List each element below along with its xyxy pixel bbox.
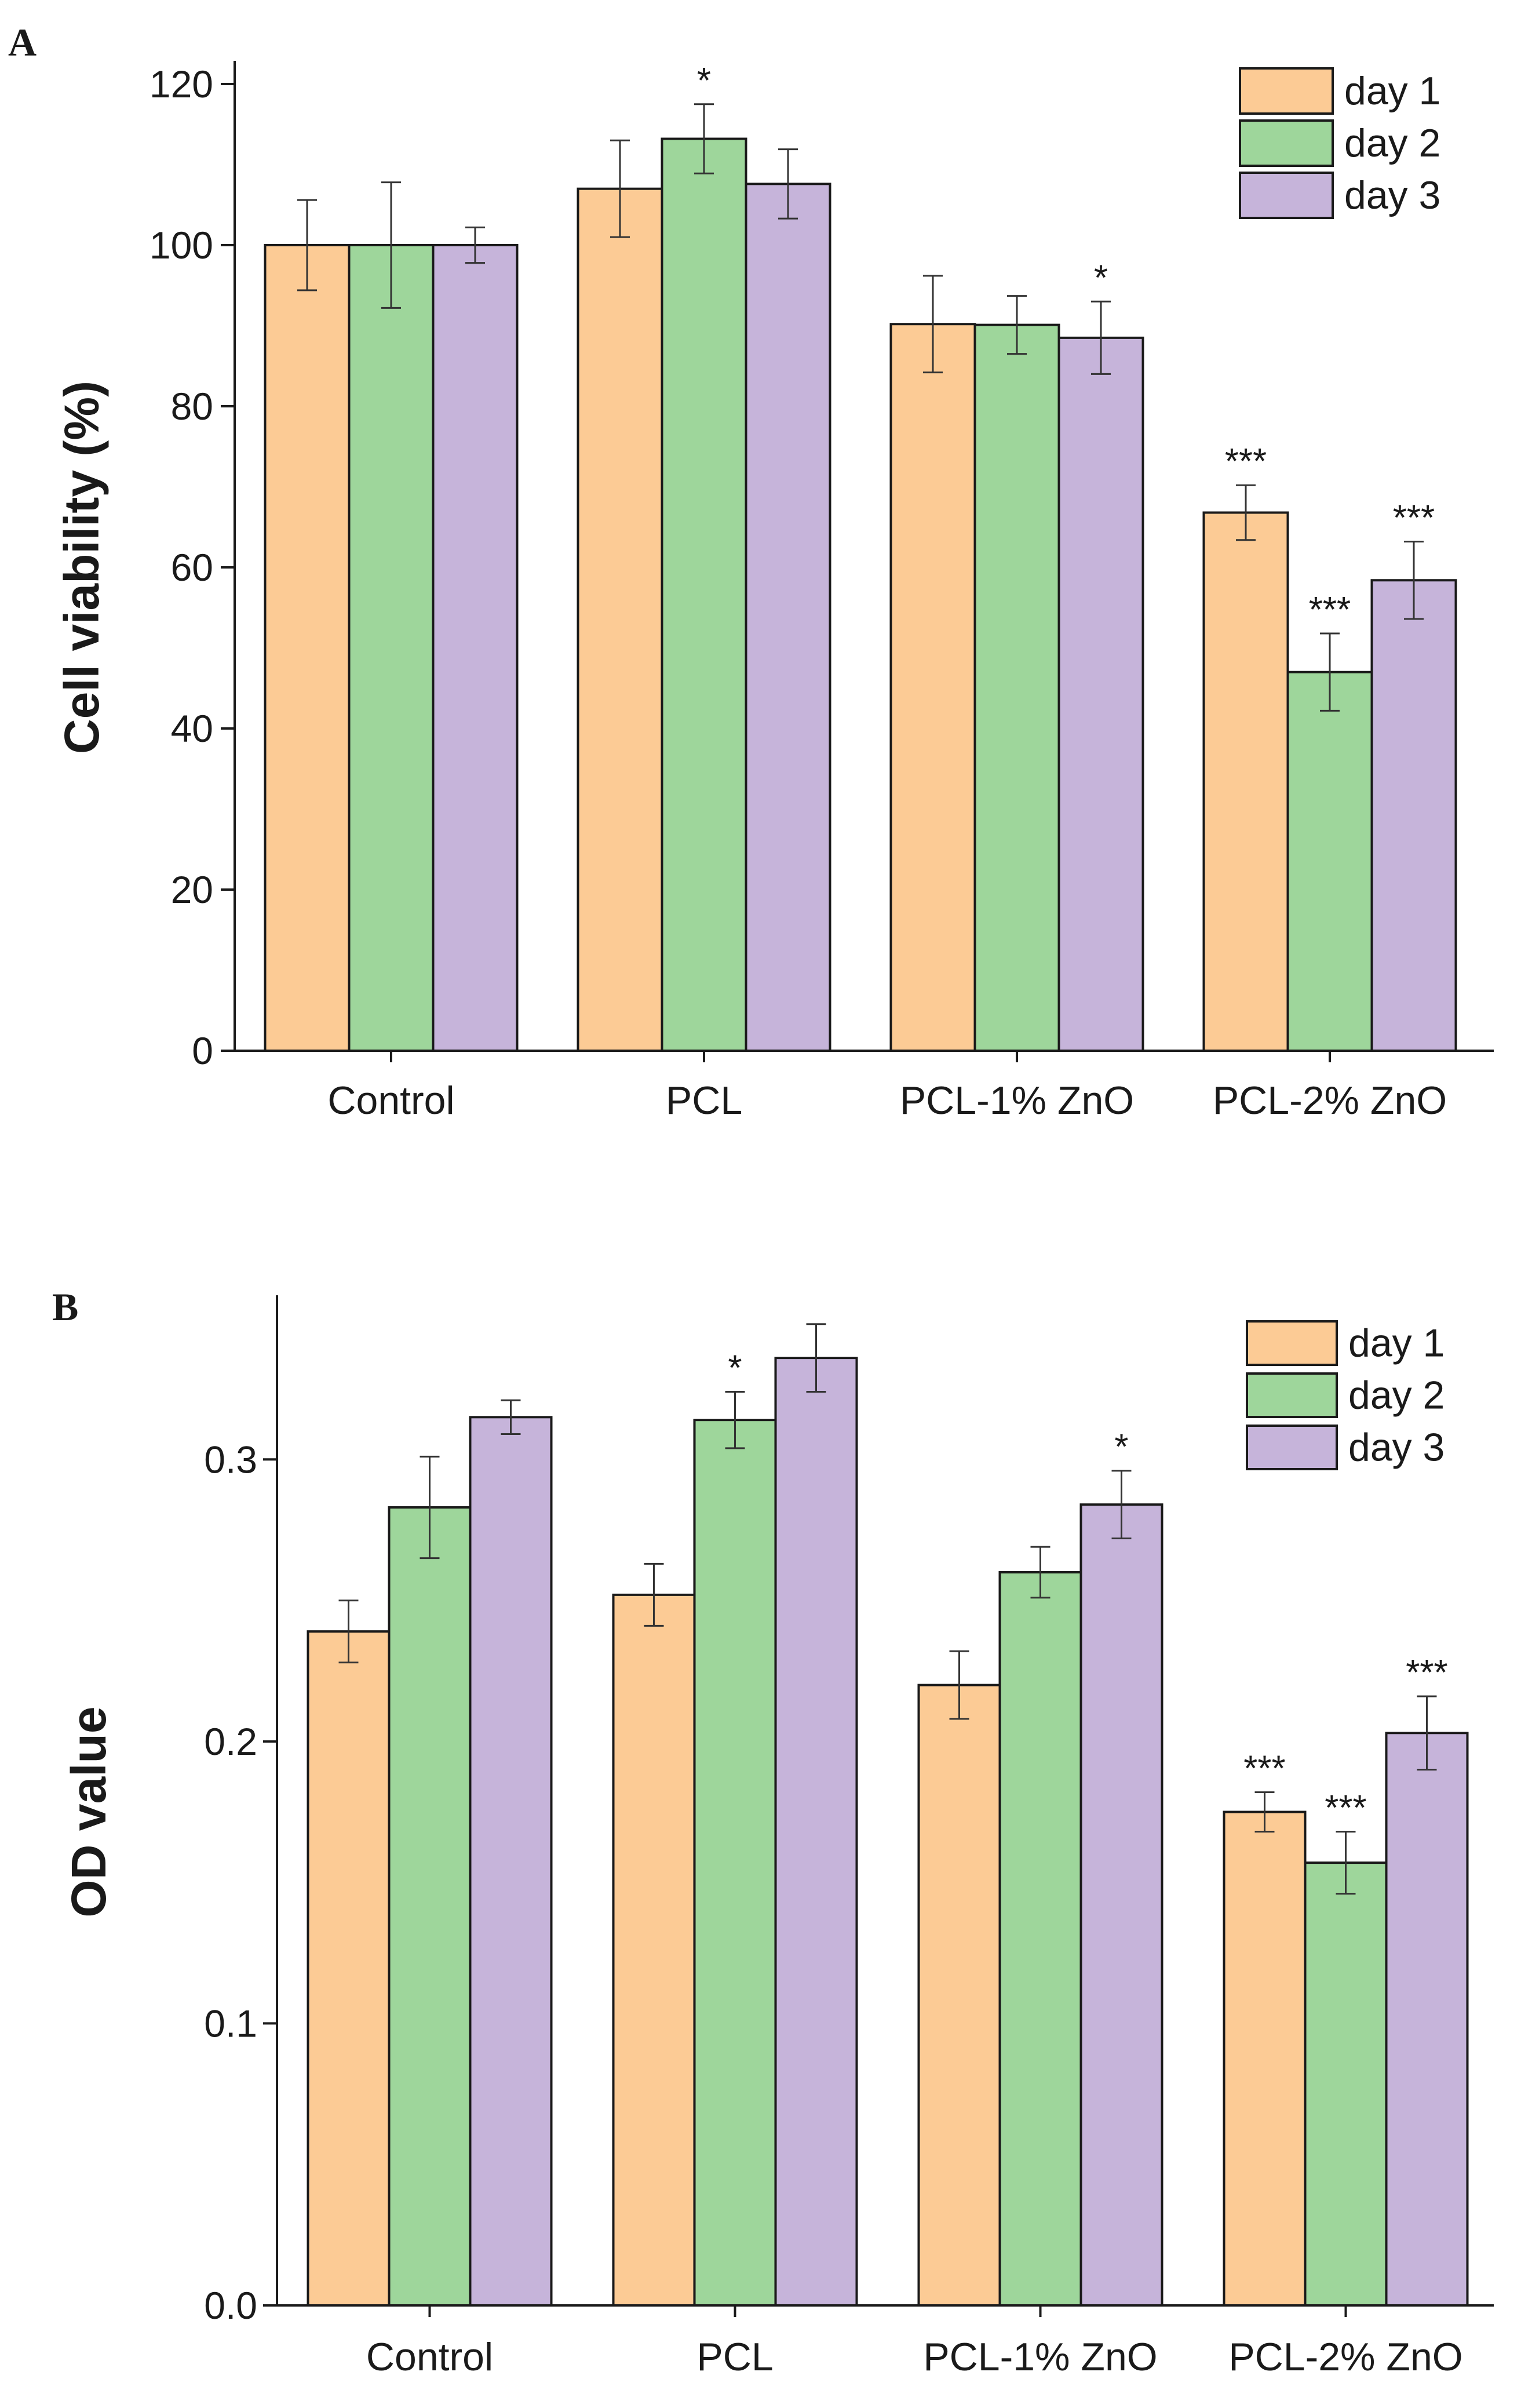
panel-b-bar (1223, 1810, 1307, 2307)
panel-b-legend-label: day 1 (1348, 1321, 1445, 1365)
panel-b-plot-area: Control * PCL * PCL-1% ZnO *** *** *** PCL-2% Zn… (204, 1295, 1494, 2379)
panel-b-significance-mark: *** (1406, 1653, 1447, 1693)
panel-a-category-label: PCL-2% ZnO (1213, 1079, 1447, 1123)
panel-b-y-tick-label: 0.3 (204, 1438, 257, 1481)
panel-b-significance-mark: *** (1243, 1748, 1285, 1788)
panel-b-category-label: Control (366, 2335, 493, 2379)
panel-a-significance-mark: *** (1393, 498, 1435, 538)
panel-a-bar (432, 244, 519, 1052)
panel-b-bar (693, 1419, 777, 2307)
panel-b-chart: B OD value Control * PCL * PCL-1% ZnO *** *** *… (52, 1285, 1494, 2379)
panel-a-bar (348, 244, 435, 1052)
panel-a-y-tick-label: 0 (192, 1029, 213, 1072)
panel-b-significance-mark: *** (1325, 1788, 1366, 1828)
panel-a-y-axis-title: Cell viability (%) (54, 381, 109, 754)
panel-a-chart: A Cell viability (%) Control * PCL * PCL-1% … (8, 20, 1494, 1123)
panel-a-bar (1057, 336, 1144, 1052)
panel-a-y-tick-label: 60 (171, 546, 213, 589)
panel-a-y-tick-label: 40 (171, 707, 213, 750)
panel-b-y-tick-label: 0.1 (204, 2002, 257, 2045)
panel-a-y-tick-label: 80 (171, 385, 213, 428)
panel-b-legend-label: day 2 (1348, 1374, 1445, 1418)
panel-a-bar (577, 187, 663, 1052)
panel-b-bar (612, 1593, 696, 2307)
panel-b-bar (307, 1630, 391, 2307)
panel-a-category-label: Control (327, 1079, 454, 1123)
panel-a-bar (1370, 579, 1457, 1052)
panel-b-y-tick-label: 0.0 (204, 2284, 257, 2327)
panel-b-bar (1385, 1732, 1469, 2307)
panel-a-letter: A (8, 20, 37, 64)
panel-b-letter: B (52, 1285, 78, 1329)
panel-a-legend-swatch (1239, 119, 1334, 167)
panel-a-y-tick-label: 120 (149, 63, 213, 105)
panel-a-category-label: PCL-1% ZnO (900, 1079, 1134, 1123)
panel-b-y-tick-label: 0.2 (204, 1720, 257, 1763)
panel-a-bar (745, 183, 831, 1052)
panel-a-legend-label: day 3 (1344, 173, 1440, 217)
panel-b-category-label: PCL (696, 2335, 773, 2379)
panel-b-bar (917, 1684, 1001, 2307)
panel-b-bar (1304, 1861, 1388, 2307)
panel-a-bar (889, 323, 976, 1052)
panel-b-category-label: PCL-2% ZnO (1228, 2335, 1462, 2379)
panel-a-y-tick-label: 20 (171, 868, 213, 911)
panel-b-bar (469, 1416, 553, 2307)
panel-b-bar (774, 1357, 858, 2307)
panel-b-legend-swatch (1246, 1425, 1338, 1470)
panel-a-legend-label: day 2 (1344, 121, 1440, 165)
panel-b-legend-label: day 3 (1348, 1426, 1445, 1470)
panel-a-bar (661, 137, 747, 1052)
panel-b-legend-swatch (1246, 1372, 1338, 1418)
panel-b-category-label: PCL-1% ZnO (923, 2335, 1157, 2379)
panel-a-legend-swatch (1239, 67, 1334, 115)
panel-b-bar (388, 1506, 472, 2307)
panel-b-significance-mark: * (1114, 1427, 1128, 1467)
panel-a-significance-mark: * (1094, 258, 1108, 298)
panel-b-y-axis-title: OD value (61, 1706, 116, 1917)
panel-a-plot-area: Control * PCL * PCL-1% ZnO *** *** *** PCL-2% Zn… (149, 61, 1494, 1123)
panel-a-y-tick-label: 100 (149, 224, 213, 267)
panel-a-bar (264, 244, 351, 1052)
panel-a-legend-label: day 1 (1344, 69, 1440, 113)
panel-a-bar (1202, 511, 1289, 1052)
panel-a-significance-mark: *** (1225, 442, 1267, 482)
panel-b-significance-mark: * (728, 1349, 742, 1389)
panel-b-legend-swatch (1246, 1320, 1338, 1366)
panel-a-category-label: PCL (666, 1079, 742, 1123)
panel-a-significance-mark: *** (1309, 590, 1351, 630)
panel-a-bar (1286, 671, 1373, 1052)
panel-b-bar (1079, 1503, 1163, 2307)
panel-a-bar (973, 323, 1060, 1052)
panel-a-significance-mark: * (697, 61, 711, 101)
panel-a-legend-swatch (1239, 172, 1334, 219)
panel-b-bar (998, 1571, 1082, 2307)
